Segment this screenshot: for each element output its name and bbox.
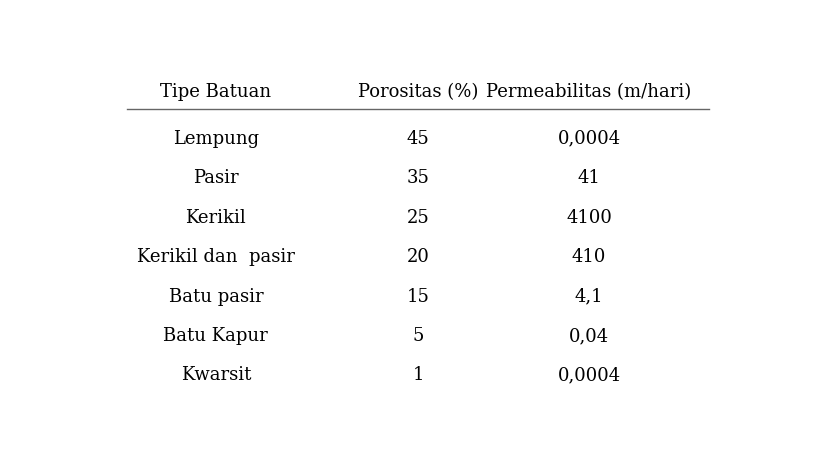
Text: 4,1: 4,1 bbox=[574, 287, 603, 305]
Text: Lempung: Lempung bbox=[173, 129, 259, 147]
Text: 45: 45 bbox=[407, 129, 429, 147]
Text: 410: 410 bbox=[572, 247, 606, 265]
Text: 25: 25 bbox=[407, 208, 429, 226]
Text: Kerikil dan  pasir: Kerikil dan pasir bbox=[137, 247, 295, 265]
Text: Kwarsit: Kwarsit bbox=[180, 366, 251, 384]
Text: 5: 5 bbox=[413, 326, 424, 344]
Text: 15: 15 bbox=[406, 287, 430, 305]
Text: 35: 35 bbox=[406, 169, 430, 187]
Text: 20: 20 bbox=[406, 247, 430, 265]
Text: 0,04: 0,04 bbox=[569, 326, 609, 344]
Text: 0,0004: 0,0004 bbox=[557, 366, 620, 384]
Text: Batu pasir: Batu pasir bbox=[169, 287, 263, 305]
Text: Batu Kapur: Batu Kapur bbox=[163, 326, 268, 344]
Text: 1: 1 bbox=[412, 366, 424, 384]
Text: Permeabilitas (m/hari): Permeabilitas (m/hari) bbox=[486, 83, 692, 101]
Text: 0,0004: 0,0004 bbox=[557, 129, 620, 147]
Text: Kerikil: Kerikil bbox=[185, 208, 246, 226]
Text: 4100: 4100 bbox=[566, 208, 612, 226]
Text: Pasir: Pasir bbox=[193, 169, 238, 187]
Text: Porositas (%): Porositas (%) bbox=[358, 83, 478, 101]
Text: Tipe Batuan: Tipe Batuan bbox=[160, 83, 272, 101]
Text: 41: 41 bbox=[578, 169, 601, 187]
